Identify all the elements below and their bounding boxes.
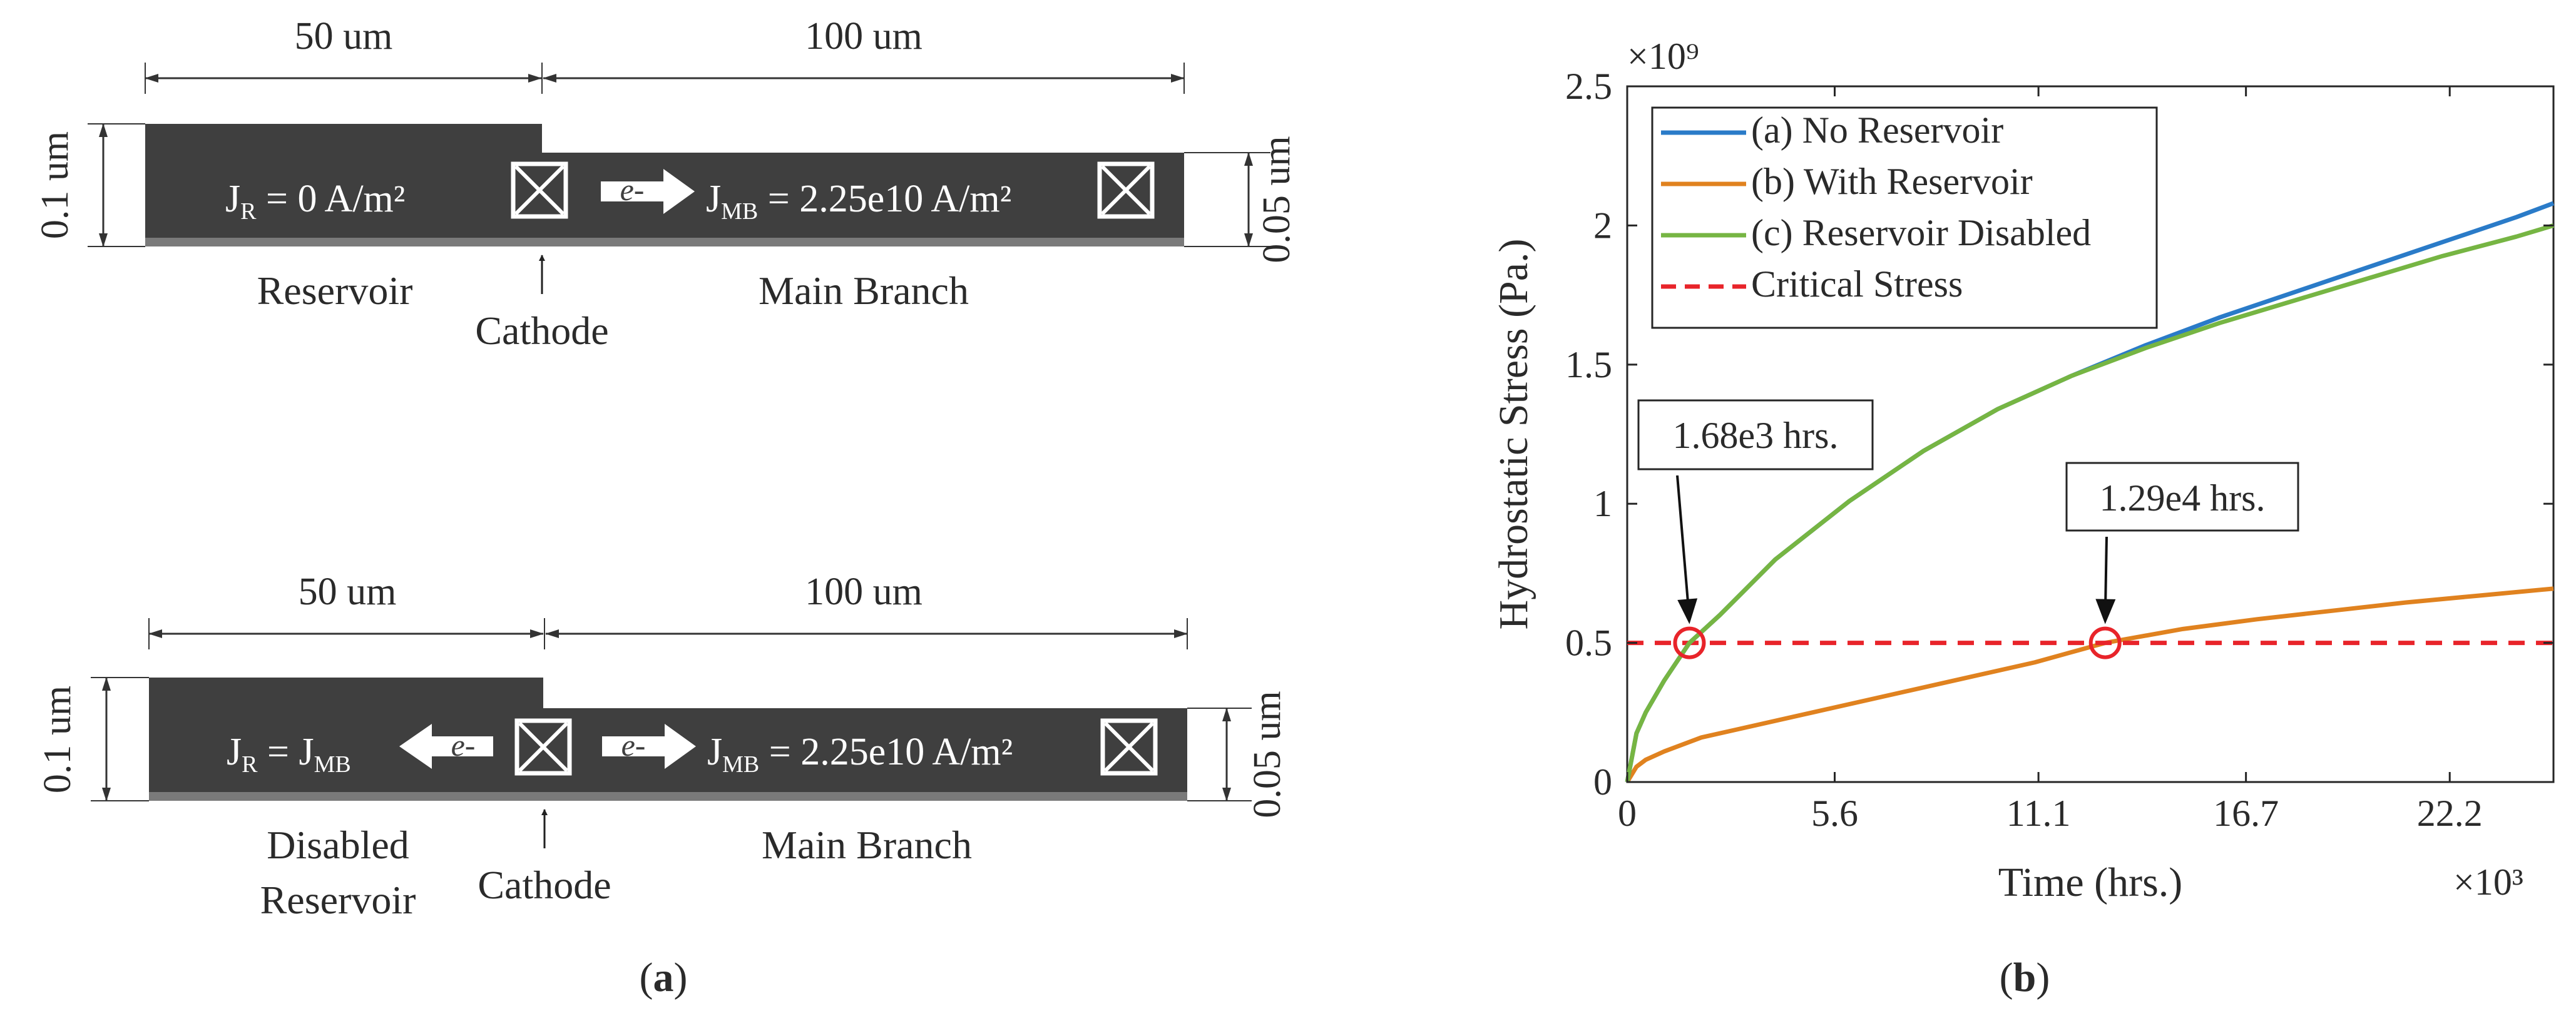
diagram-top: 50 um 100 um 0.1 um 0.05 um JR = 0 A/m² … [34, 15, 1298, 353]
y-multiplier-label: ×10⁹ [1627, 36, 1699, 77]
y-tick-label: 2.5 [1565, 66, 1612, 107]
annotation-arrow [1676, 475, 1691, 621]
height-reservoir-label: 0.1 um [34, 131, 76, 239]
x-axis-label: Time (hrs.) [1998, 860, 2183, 905]
diagram-bottom: 50 um 100 um 0.1 um 0.05 um JR = JMB e- … [36, 571, 1289, 922]
legend-box [1651, 106, 2158, 329]
x-tick-label: 11.1 [2006, 793, 2071, 834]
electron-arrow-left-icon: e- [399, 724, 493, 769]
legend-entry: (b) With Reservoir [1751, 161, 2033, 202]
reservoir-label: Reservoir [257, 268, 413, 313]
cross-box-cathode [514, 718, 572, 776]
annotation-box [2065, 462, 2299, 532]
height-reservoir-label: 0.1 um [36, 686, 79, 793]
annotation-label: 1.68e3 hrs. [1673, 415, 1839, 456]
current-density-reservoir: JR = 0 A/m² [225, 178, 405, 225]
y-tick-label: 0.5 [1565, 622, 1612, 664]
length-main-label: 100 um [805, 571, 923, 613]
current-density-main: JMB = 2.25e10 A/m² [706, 178, 1011, 225]
wire-shadow [149, 792, 1187, 801]
annotation-box [1637, 399, 1874, 470]
x-multiplier-label: ×10³ [2453, 861, 2523, 903]
disabled-reservoir-label-line1: Disabled [267, 823, 409, 867]
disabled-reservoir-label-line2: Reservoir [260, 878, 416, 922]
critical-point-marker [1673, 626, 1706, 659]
legend-entry: (a) No Reservoir [1751, 109, 2003, 151]
electron-label: e- [620, 172, 645, 207]
height-main-label: 0.05 um [1255, 136, 1298, 263]
legend: (a) No Reservoir (b) With Reservoir (c) Re… [1651, 106, 2158, 329]
panel-a-caption: (a) [640, 955, 688, 1000]
series-line-1 [1625, 586, 2554, 783]
x-tick-label: 16.7 [2213, 793, 2279, 834]
annotation-label: 1.29e4 hrs. [2100, 477, 2266, 519]
annotation-arrowhead [1677, 598, 1698, 624]
y-tick-label: 2 [1593, 205, 1612, 246]
cross-box-cathode [511, 161, 568, 219]
y-tick-label: 1 [1593, 483, 1612, 524]
current-density-main: JMB = 2.25e10 A/m² [707, 731, 1013, 778]
panel-b-caption: (b) [2000, 955, 2050, 1000]
height-main-label: 0.05 um [1246, 691, 1289, 818]
series-line-2 [1625, 223, 2555, 783]
main-branch-label: Main Branch [762, 823, 972, 867]
x-tick-label: 0 [1618, 793, 1637, 834]
cathode-label: Cathode [475, 308, 608, 353]
length-reservoir-label: 50 um [299, 571, 397, 613]
x-tick-label: 5.6 [1811, 793, 1858, 834]
wire-shadow [145, 238, 1184, 246]
stress-chart: 0 5.6 11.1 16.7 22.2 0 0.5 1 1.5 2 2.5 1.68e3 hrs.… [1491, 36, 2555, 905]
electron-arrow-right-icon: e- [602, 724, 696, 769]
length-main-label: 100 um [805, 15, 923, 58]
current-density-reservoir: JR = JMB [227, 731, 351, 778]
axis-layer: 0 5.6 11.1 16.7 22.2 0 0.5 1 1.5 2 2.5 [1565, 66, 2553, 834]
cross-box-end [1097, 161, 1155, 219]
electron-label: e- [621, 728, 646, 763]
y-axis-label: Hydrostatic Stress (Pa.) [1491, 238, 1536, 629]
cross-box-end [1100, 718, 1158, 776]
electron-arrow-right-icon: e- [601, 169, 695, 214]
series-layer [1625, 201, 2555, 783]
annotation-layer: 1.68e3 hrs. 1.29e4 hrs. [1637, 399, 2299, 659]
cathode-label: Cathode [478, 863, 611, 907]
main-branch-label: Main Branch [759, 268, 969, 313]
annotation-arrowhead [2095, 599, 2116, 624]
y-tick-label: 1.5 [1565, 344, 1612, 385]
electron-label: e- [451, 728, 476, 763]
length-reservoir-label: 50 um [295, 15, 393, 58]
y-tick-label: 0 [1593, 761, 1612, 803]
critical-point-marker [2088, 626, 2122, 659]
legend-entry: (c) Reservoir Disabled [1751, 212, 2091, 253]
x-tick-label: 22.2 [2417, 793, 2483, 834]
legend-entry: Critical Stress [1751, 263, 1963, 305]
